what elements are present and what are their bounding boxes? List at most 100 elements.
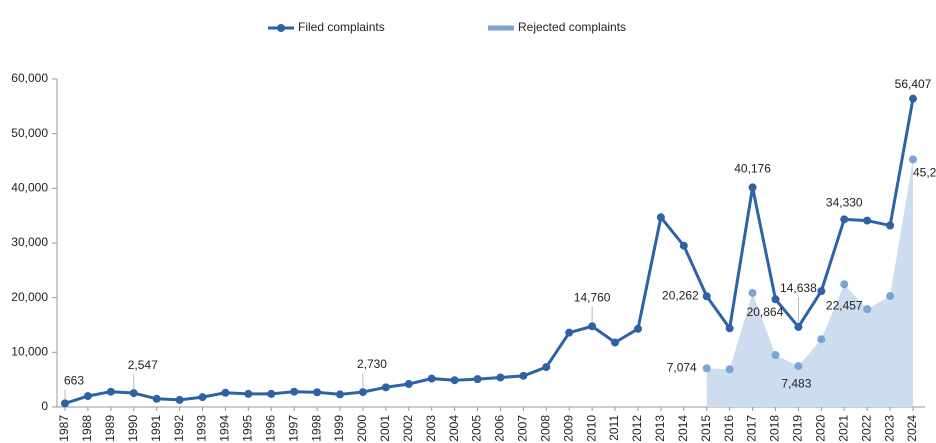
x-tick-label: 2019	[791, 415, 805, 442]
point	[840, 215, 849, 224]
point	[336, 390, 345, 399]
point	[748, 288, 757, 297]
x-tick-label: 1992	[172, 415, 186, 442]
data-label: 14,760	[574, 290, 611, 304]
legend-label: Rejected complaints	[518, 20, 626, 34]
y-tick-label: 30,000	[11, 235, 48, 249]
point	[542, 363, 551, 372]
y-tick-label: 60,000	[11, 71, 48, 85]
x-tick-label: 2020	[813, 415, 827, 442]
point	[427, 374, 436, 383]
x-tick-label: 1995	[241, 415, 255, 442]
point	[886, 221, 895, 230]
point	[565, 328, 574, 337]
x-tick-label: 2008	[538, 415, 552, 442]
y-tick-label: 10,000	[11, 345, 48, 359]
x-tick-label: 2021	[836, 415, 850, 442]
data-label: 45,285	[913, 166, 936, 180]
point	[817, 287, 826, 296]
x-tick-label: 2002	[401, 415, 415, 442]
x-tick-label: 2023	[882, 415, 896, 442]
point	[496, 373, 505, 382]
point	[771, 351, 780, 360]
data-label: 7,074	[667, 361, 697, 375]
x-tick-label: 2003	[424, 415, 438, 442]
x-tick-label: 1987	[57, 415, 71, 442]
point	[588, 322, 597, 331]
data-label: 20,262	[662, 288, 699, 302]
data-label: 22,457	[826, 298, 863, 312]
x-tick-label: 2010	[584, 415, 598, 442]
x-tick-label: 2004	[447, 415, 461, 442]
x-tick-label: 1997	[286, 415, 300, 442]
point	[83, 392, 92, 401]
x-tick-label: 1998	[309, 415, 323, 442]
point	[863, 216, 872, 225]
x-tick-label: 1989	[103, 415, 117, 442]
legend-label: Filed complaints	[298, 20, 385, 34]
data-label: 2,547	[128, 358, 158, 372]
point	[358, 388, 367, 397]
x-tick-label: 2000	[355, 415, 369, 442]
line	[64, 98, 915, 405]
point	[450, 376, 459, 385]
point	[702, 364, 711, 373]
point	[863, 305, 872, 314]
y-tick-label: 20,000	[11, 290, 48, 304]
y-tick-label: 40,000	[11, 181, 48, 195]
point	[817, 335, 826, 344]
x-tick-label: 2005	[470, 415, 484, 442]
data-label: 14,638	[780, 281, 817, 295]
point	[313, 388, 322, 397]
data-label: 56,407	[895, 77, 932, 91]
point	[519, 371, 528, 380]
point	[381, 383, 390, 392]
point	[748, 183, 757, 192]
point	[725, 324, 734, 333]
point	[633, 324, 642, 333]
x-tick-label: 2009	[561, 415, 575, 442]
x-tick-label: 2017	[745, 415, 759, 442]
x-tick-label: 2013	[653, 415, 667, 442]
point	[611, 338, 620, 347]
data-label: 34,330	[826, 196, 863, 210]
point	[794, 322, 803, 331]
x-tick-label: 2006	[493, 415, 507, 442]
point	[725, 365, 734, 374]
x-tick-label: 2024	[905, 415, 919, 442]
y-tick-label: 50,000	[11, 126, 48, 140]
data-label: 7,483	[781, 376, 811, 390]
point	[106, 387, 115, 396]
point	[473, 375, 482, 384]
point	[404, 380, 413, 389]
x-tick-label: 2001	[378, 415, 392, 442]
x-tick-label: 1994	[218, 415, 232, 442]
point	[61, 399, 69, 408]
data-label: 663	[64, 374, 84, 388]
x-tick-label: 2007	[516, 415, 530, 442]
point	[702, 292, 711, 301]
point	[679, 241, 688, 250]
point	[794, 362, 803, 371]
x-tick-label: 2015	[699, 415, 713, 442]
area	[706, 159, 913, 407]
x-tick-label: 1991	[149, 415, 163, 442]
point	[175, 395, 184, 404]
x-tick-label: 2012	[630, 415, 644, 442]
x-tick-label: 2011	[607, 415, 621, 441]
point	[656, 213, 665, 222]
data-label: 2,730	[357, 357, 387, 371]
data-label: 20,864	[747, 305, 784, 319]
point	[129, 389, 138, 398]
point	[152, 394, 161, 403]
x-tick-label: 1993	[195, 415, 209, 442]
x-tick-label: 2018	[768, 415, 782, 442]
point	[909, 94, 917, 103]
point	[290, 387, 299, 396]
legend-marker	[277, 24, 285, 32]
point	[244, 389, 253, 398]
x-tick-label: 1999	[332, 415, 346, 442]
x-tick-label: 2016	[722, 415, 736, 442]
x-tick-label: 1988	[80, 415, 94, 442]
